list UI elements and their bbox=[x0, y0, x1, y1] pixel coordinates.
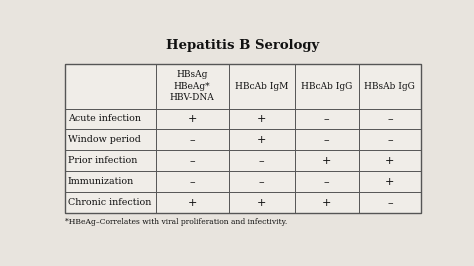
Text: –: – bbox=[189, 156, 195, 166]
Text: –: – bbox=[189, 135, 195, 145]
Text: Immunization: Immunization bbox=[68, 177, 134, 186]
Text: Prior infection: Prior infection bbox=[68, 156, 137, 165]
Text: +: + bbox=[322, 156, 331, 166]
Text: –: – bbox=[259, 156, 264, 166]
Text: Acute infection: Acute infection bbox=[68, 114, 141, 123]
Text: Hepatitis B Serology: Hepatitis B Serology bbox=[166, 39, 319, 52]
Text: +: + bbox=[257, 114, 266, 124]
Text: HBsAb IgG: HBsAb IgG bbox=[365, 82, 415, 91]
Text: +: + bbox=[385, 177, 394, 187]
Text: –: – bbox=[387, 135, 393, 145]
Text: +: + bbox=[385, 156, 394, 166]
Text: +: + bbox=[257, 135, 266, 145]
Text: HBcAb IgG: HBcAb IgG bbox=[301, 82, 352, 91]
Text: –: – bbox=[324, 177, 329, 187]
Text: Chronic infection: Chronic infection bbox=[68, 198, 151, 207]
Text: –: – bbox=[324, 135, 329, 145]
Text: –: – bbox=[324, 114, 329, 124]
Text: Window period: Window period bbox=[68, 135, 141, 144]
Text: –: – bbox=[259, 177, 264, 187]
Text: +: + bbox=[257, 198, 266, 208]
Text: –: – bbox=[189, 177, 195, 187]
Text: +: + bbox=[322, 198, 331, 208]
Text: +: + bbox=[187, 198, 197, 208]
Text: –: – bbox=[387, 198, 393, 208]
Text: +: + bbox=[187, 114, 197, 124]
Text: HBsAg
HBeAg*
HBV-DNA: HBsAg HBeAg* HBV-DNA bbox=[170, 70, 215, 102]
Text: –: – bbox=[387, 114, 393, 124]
Text: *HBeAg–Correlates with viral proliferation and infectivity.: *HBeAg–Correlates with viral proliferati… bbox=[65, 218, 287, 226]
Text: HBcAb IgM: HBcAb IgM bbox=[235, 82, 288, 91]
